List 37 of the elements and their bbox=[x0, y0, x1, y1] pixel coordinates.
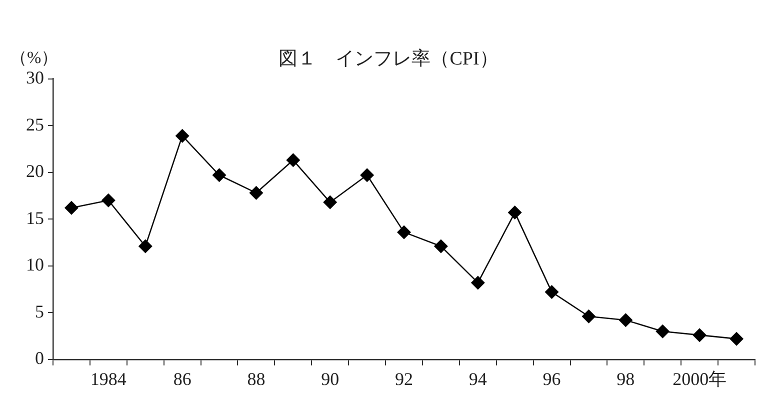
point bbox=[175, 128, 190, 143]
x-tick-label: 2000年 bbox=[672, 368, 727, 389]
x-tick-label: 92 bbox=[395, 368, 413, 389]
y-tick-label: 30 bbox=[26, 68, 44, 88]
y-tick-label: 0 bbox=[35, 348, 44, 368]
point bbox=[692, 328, 707, 342]
point bbox=[212, 168, 226, 182]
point bbox=[360, 168, 374, 182]
point bbox=[286, 153, 300, 168]
point bbox=[323, 195, 338, 210]
point bbox=[544, 285, 559, 300]
point bbox=[508, 206, 522, 220]
x-tick-label: 1984 bbox=[90, 368, 126, 389]
point bbox=[618, 313, 633, 328]
y-axis-title: （%） bbox=[10, 48, 58, 67]
point bbox=[434, 239, 448, 254]
point bbox=[582, 309, 596, 324]
point bbox=[730, 332, 744, 346]
y-tick-label: 20 bbox=[26, 161, 44, 182]
point bbox=[138, 239, 152, 254]
x-tick-label: 86 bbox=[173, 368, 192, 389]
point bbox=[101, 193, 116, 208]
x-tick-label: 90 bbox=[321, 368, 340, 389]
x-tick-label: 96 bbox=[542, 368, 561, 389]
y-tick-label: 5 bbox=[35, 301, 44, 322]
point bbox=[656, 324, 670, 338]
y-tick-label: 25 bbox=[26, 114, 44, 134]
y-tick-label: 15 bbox=[26, 208, 44, 228]
chart-title: 図１ インフレ率（CPI） bbox=[278, 47, 498, 70]
x-tick-label: 88 bbox=[247, 368, 266, 389]
x-tick-label: 98 bbox=[616, 368, 635, 389]
point bbox=[64, 200, 78, 215]
point bbox=[397, 225, 411, 240]
x-tick-label: 94 bbox=[468, 368, 487, 389]
point bbox=[470, 276, 485, 290]
point bbox=[249, 186, 264, 200]
y-tick-label: 10 bbox=[26, 254, 44, 275]
